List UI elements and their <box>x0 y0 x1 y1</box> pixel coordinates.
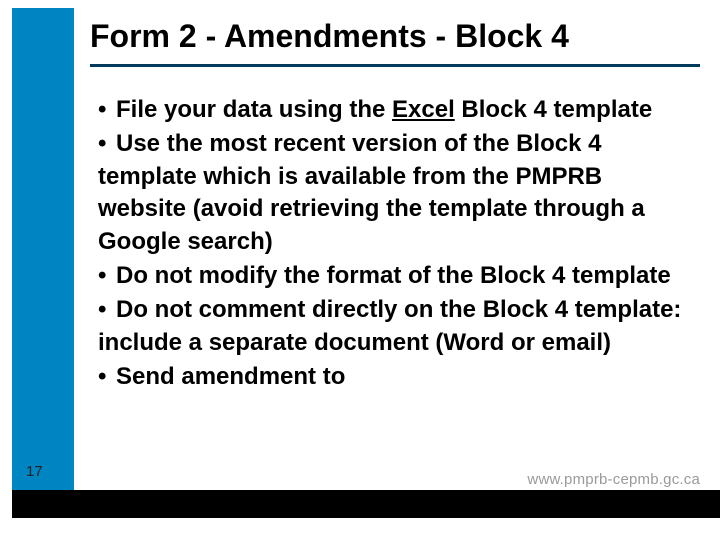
bullet-item: •Do not comment directly on the Block 4 … <box>98 294 692 359</box>
footer-bar <box>12 490 720 518</box>
bullet-text: Use the most recent version of the Block… <box>98 130 645 254</box>
bullet-item: •Do not modify the format of the Block 4… <box>98 260 692 292</box>
footer-url: www.pmprb-cepmb.gc.ca <box>527 471 700 488</box>
bullet-item: •File your data using the Excel Block 4 … <box>98 94 692 126</box>
bullet-underlined: Excel <box>392 96 455 123</box>
bullet-item: •Use the most recent version of the Bloc… <box>98 128 692 258</box>
bullet-dot-icon: • <box>98 260 116 292</box>
bullet-text: File your data using the <box>116 96 392 123</box>
bullet-list: •File your data using the Excel Block 4 … <box>98 94 692 396</box>
bullet-dot-icon: • <box>98 94 116 126</box>
page-number: 17 <box>26 463 43 480</box>
slide-title: Form 2 - Amendments - Block 4 <box>90 18 700 55</box>
bullet-item: •Send amendment to <box>98 361 692 393</box>
bullet-text: Send amendment to <box>116 363 345 390</box>
bullet-text: Do not comment directly on the Block 4 t… <box>98 296 681 355</box>
bullet-text: Do not modify the format of the Block 4 … <box>116 262 671 289</box>
bullet-dot-icon: • <box>98 128 116 160</box>
bullet-dot-icon: • <box>98 294 116 326</box>
bullet-text-suffix: Block 4 template <box>455 96 652 123</box>
slide: Form 2 - Amendments - Block 4 •File your… <box>0 0 720 540</box>
sidebar-accent <box>12 8 74 508</box>
bullet-dot-icon: • <box>98 361 116 393</box>
title-underline <box>90 64 700 67</box>
